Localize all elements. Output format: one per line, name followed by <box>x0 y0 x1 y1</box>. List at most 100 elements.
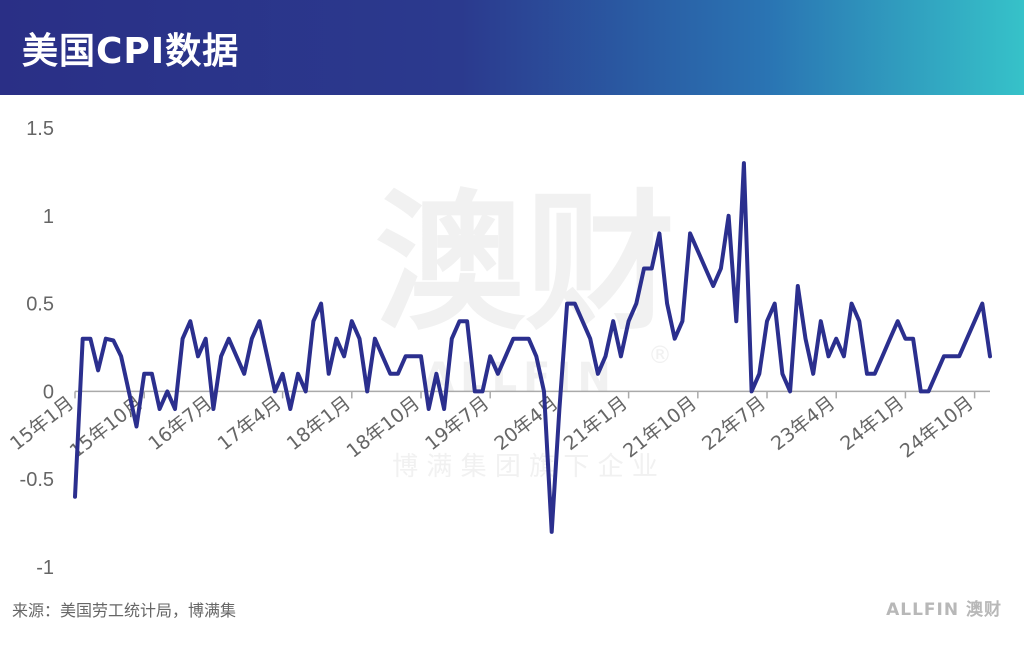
data-point <box>588 337 592 341</box>
data-point <box>742 161 746 165</box>
data-point <box>796 284 800 288</box>
data-point <box>265 354 269 358</box>
data-point <box>780 372 784 376</box>
data-point <box>319 302 323 306</box>
data-point <box>627 319 631 323</box>
data-point <box>227 337 231 341</box>
data-point <box>527 337 531 341</box>
data-point <box>827 354 831 358</box>
data-point <box>104 337 108 341</box>
data-point <box>334 337 338 341</box>
data-point <box>327 372 331 376</box>
data-point <box>657 231 661 235</box>
data-point <box>903 337 907 341</box>
data-point <box>396 372 400 376</box>
data-point <box>973 319 977 323</box>
data-point <box>604 354 608 358</box>
data-point <box>811 372 815 376</box>
x-tick-label: 17年4月 <box>214 392 286 455</box>
data-point <box>511 337 515 341</box>
cpi-line-chart: 澳财 ALLFIN ® 博 满 集 团 旗 下 企 业 1.5 1 0.5 0 -0.5… <box>0 95 1024 585</box>
cpi-series-line <box>73 161 992 534</box>
data-point <box>450 337 454 341</box>
data-point <box>850 302 854 306</box>
data-point <box>158 407 162 411</box>
data-point <box>496 372 500 376</box>
data-point <box>557 407 561 411</box>
data-point <box>673 337 677 341</box>
data-point <box>857 319 861 323</box>
x-tick-label: 20年4月 <box>490 392 562 455</box>
data-point <box>696 249 700 253</box>
y-tick-label: 1.5 <box>26 118 54 140</box>
data-point <box>311 319 315 323</box>
data-point <box>304 389 308 393</box>
data-point <box>258 319 262 323</box>
data-point <box>750 389 754 393</box>
data-point <box>565 302 569 306</box>
data-point <box>96 368 100 372</box>
data-point <box>804 337 808 341</box>
x-tick-label: 23年4月 <box>767 392 839 455</box>
watermark: 澳财 ALLFIN ® 博 满 集 团 旗 下 企 业 <box>375 177 675 482</box>
data-point <box>73 495 77 499</box>
data-point <box>365 389 369 393</box>
data-point <box>111 339 115 343</box>
data-point <box>481 389 485 393</box>
data-point <box>281 372 285 376</box>
data-point <box>404 354 408 358</box>
data-point <box>488 354 492 358</box>
data-point <box>573 302 577 306</box>
data-point <box>650 267 654 271</box>
data-point <box>788 389 792 393</box>
data-point <box>465 319 469 323</box>
data-point <box>242 372 246 376</box>
data-point <box>757 372 761 376</box>
data-point <box>842 354 846 358</box>
watermark-company-text: 博 满 集 团 旗 下 企 业 <box>392 452 658 482</box>
data-point <box>442 407 446 411</box>
source-note: 来源：美国劳工统计局，博满集 <box>12 601 237 620</box>
watermark-registered-mark: ® <box>648 341 672 369</box>
data-point <box>611 319 615 323</box>
y-tick-label: 1 <box>43 206 54 228</box>
data-point <box>834 337 838 341</box>
data-point <box>927 389 931 393</box>
y-tick-label: -0.5 <box>20 469 54 491</box>
data-point <box>219 354 223 358</box>
data-point <box>135 425 139 429</box>
x-tick-label: 22年7月 <box>698 392 770 455</box>
data-point <box>142 372 146 376</box>
data-point <box>727 214 731 218</box>
data-point <box>296 372 300 376</box>
data-point <box>119 354 123 358</box>
data-point <box>196 354 200 358</box>
data-point <box>819 319 823 323</box>
data-point <box>81 337 85 341</box>
data-point <box>911 337 915 341</box>
data-point <box>381 354 385 358</box>
data-point <box>619 354 623 358</box>
data-point <box>127 389 131 393</box>
data-point <box>542 389 546 393</box>
data-point <box>88 337 92 341</box>
data-point <box>865 372 869 376</box>
data-point <box>550 530 554 534</box>
data-point <box>150 372 154 376</box>
data-point <box>534 354 538 358</box>
x-tick-label: 21年10月 <box>619 392 701 463</box>
chart-canvas: 澳财 ALLFIN ® 博 满 集 团 旗 下 企 业 1.5 1 0.5 0 -0.5… <box>6 118 992 579</box>
data-point <box>504 354 508 358</box>
data-point <box>188 319 192 323</box>
watermark-brand-text: ALLFIN <box>423 355 617 401</box>
x-tick-label: 16年7月 <box>144 392 216 455</box>
data-point <box>919 389 923 393</box>
data-point <box>704 267 708 271</box>
data-point <box>165 389 169 393</box>
data-point <box>358 337 362 341</box>
data-point <box>896 319 900 323</box>
data-point <box>211 407 215 411</box>
data-point <box>596 372 600 376</box>
data-point <box>434 372 438 376</box>
data-point <box>519 337 523 341</box>
